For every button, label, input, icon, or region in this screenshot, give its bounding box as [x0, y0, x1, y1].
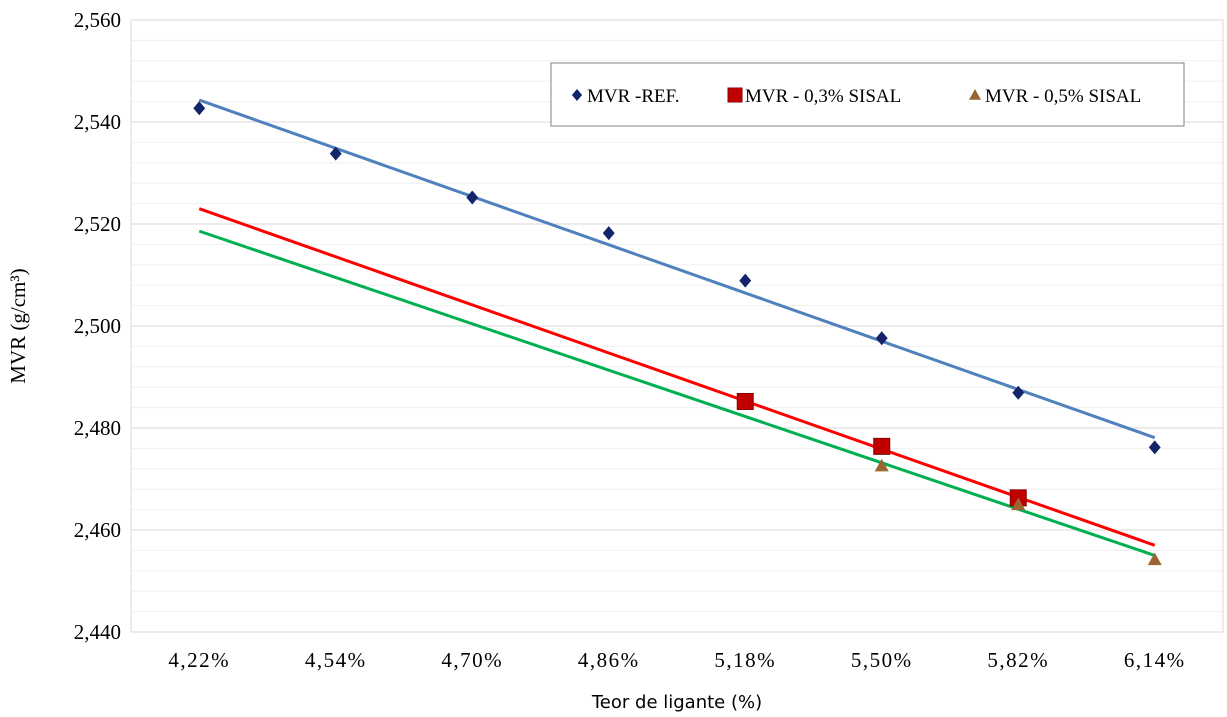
y-tick-label: 2,500 — [74, 314, 121, 338]
y-tick-label: 2,520 — [74, 212, 121, 236]
legend-marker — [727, 87, 743, 103]
data-points — [193, 101, 1162, 566]
data-point — [874, 458, 889, 472]
x-tick-label: 4,22% — [168, 648, 230, 672]
x-tick-label: 5,82% — [987, 648, 1049, 672]
data-point — [193, 101, 206, 116]
x-tick-label: 4,70% — [441, 648, 503, 672]
legend-marker — [969, 89, 981, 100]
data-point — [1012, 385, 1025, 400]
x-axis-ticks: 4,22% 4,54% 4,70% 4,86% 5,18% 5,50% 5,82% 6,14% — [168, 648, 1186, 672]
trendline — [198, 207, 1156, 547]
legend-box — [550, 62, 1185, 127]
x-tick-label: 5,50% — [851, 648, 913, 672]
legend-marker — [571, 89, 583, 101]
data-point — [739, 273, 752, 288]
data-point — [1147, 552, 1162, 566]
y-tick-label: 2,440 — [74, 620, 121, 644]
y-tick-label: 2,460 — [74, 518, 121, 542]
y-axis-ticks: 2,440 2,460 2,480 2,500 2,520 2,540 2,560 — [74, 8, 121, 644]
legend-label: MVR - 0,5% SISAL — [985, 86, 1141, 107]
trendline — [198, 229, 1156, 557]
x-tick-label: 4,54% — [305, 648, 367, 672]
x-axis-title: Teor de ligante (%) — [591, 692, 762, 713]
x-tick-label: 6,14% — [1124, 648, 1186, 672]
plot-area-border — [130, 19, 1224, 633]
data-point — [1011, 497, 1026, 511]
legend-item: MVR - 0,3% SISAL — [727, 86, 901, 107]
x-tick-label: 5,18% — [714, 648, 776, 672]
legend-label: MVR - 0,3% SISAL — [745, 86, 901, 107]
legend-label: MVR -REF. — [587, 86, 679, 107]
data-point — [736, 392, 754, 410]
y-axis-title: MVR (g/cm³) — [6, 268, 30, 383]
y-tick-label: 2,540 — [74, 110, 121, 134]
data-point — [875, 331, 888, 346]
data-point — [602, 226, 615, 241]
data-point — [466, 190, 479, 205]
legend-item: MVR -REF. — [571, 86, 679, 107]
data-point — [329, 146, 342, 161]
legend-item: MVR - 0,5% SISAL — [969, 86, 1141, 107]
trendlines — [198, 98, 1156, 557]
trendline — [198, 98, 1156, 440]
y-tick-label: 2,560 — [74, 8, 121, 32]
x-tick-label: 4,86% — [578, 648, 640, 672]
y-tick-label: 2,480 — [74, 416, 121, 440]
data-point — [1148, 440, 1161, 455]
legend: MVR -REF. MVR - 0,3% SISAL MVR - 0,5% SISA… — [550, 62, 1185, 127]
data-point — [873, 437, 891, 455]
